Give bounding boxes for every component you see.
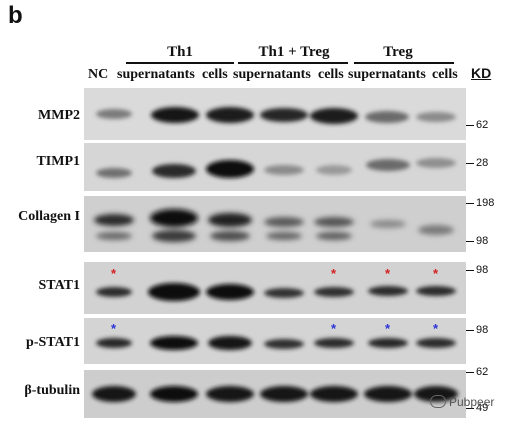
- significance-asterisk: *: [111, 321, 117, 336]
- row-label-collagen: Collagen I: [18, 209, 80, 224]
- significance-asterisk: *: [385, 321, 391, 336]
- row-label-stat1: STAT1: [38, 278, 81, 293]
- row-label-btubulin: β-tubulin: [24, 383, 80, 398]
- lane-label-th1-cells: cells: [202, 67, 228, 82]
- watermark-logo-icon: [430, 395, 446, 408]
- blot-strip-pstat1: [84, 318, 466, 364]
- watermark-text: Pubpeer: [449, 395, 495, 409]
- row-label-pstat1: p-STAT1: [26, 335, 80, 350]
- watermark: Pubpeer: [430, 395, 494, 409]
- significance-asterisk: *: [111, 266, 117, 281]
- row-label-timp1: TIMP1: [36, 154, 80, 169]
- group-label-treg: Treg: [383, 44, 413, 60]
- group-label-th1: Th1: [167, 44, 193, 60]
- mw-marker-62-mmp2: 62: [476, 119, 489, 131]
- significance-asterisk: *: [433, 321, 439, 336]
- mw-marker-98-collagen: 98: [476, 235, 489, 247]
- mw-marker-98-pstat1: 98: [476, 324, 489, 336]
- mw-marker-198-collagen: 198: [476, 197, 495, 209]
- group-label-th1-treg: Th1 + Treg: [258, 44, 330, 60]
- mw-marker-98-stat1: 98: [476, 264, 489, 276]
- mw-marker-28-timp1: 28: [476, 157, 489, 169]
- group-underline-treg: [354, 62, 454, 64]
- mw-tick: [466, 330, 474, 332]
- kd-header: KD: [471, 65, 492, 81]
- mw-marker-62-btubulin: 62: [476, 366, 489, 378]
- significance-asterisk: *: [433, 266, 439, 281]
- group-underline-th1: [126, 62, 234, 64]
- blot-strip-mmp2: [84, 88, 466, 140]
- lane-label-nc: NC: [88, 67, 109, 82]
- mw-tick: [466, 372, 474, 374]
- lane-label-th1treg-cells: cells: [318, 67, 344, 82]
- group-underline-th1-treg: [238, 62, 348, 64]
- lane-label-treg-cells: cells: [432, 67, 458, 82]
- mw-tick: [466, 163, 474, 165]
- blot-strip-stat1: [84, 262, 466, 314]
- blot-strip-btubulin: [84, 370, 466, 418]
- mw-tick: [466, 241, 474, 243]
- blot-strip-timp1: [84, 143, 466, 191]
- mw-tick: [466, 408, 474, 410]
- mw-marker-49-btubulin: 49: [476, 402, 489, 414]
- lane-label-th1-supernatants: supernatants: [117, 67, 195, 82]
- significance-asterisk: *: [385, 266, 391, 281]
- mw-tick: [466, 270, 474, 272]
- panel-label: b: [8, 2, 23, 29]
- mw-tick: [466, 125, 474, 127]
- mw-tick: [466, 203, 474, 205]
- row-label-mmp2: MMP2: [38, 108, 80, 123]
- significance-asterisk: *: [331, 266, 337, 281]
- lane-label-th1treg-supernatants: supernatants: [233, 67, 311, 82]
- lane-label-treg-supernatants: supernatants: [348, 67, 426, 82]
- significance-asterisk: *: [331, 321, 337, 336]
- blot-strip-collagen: [84, 196, 466, 252]
